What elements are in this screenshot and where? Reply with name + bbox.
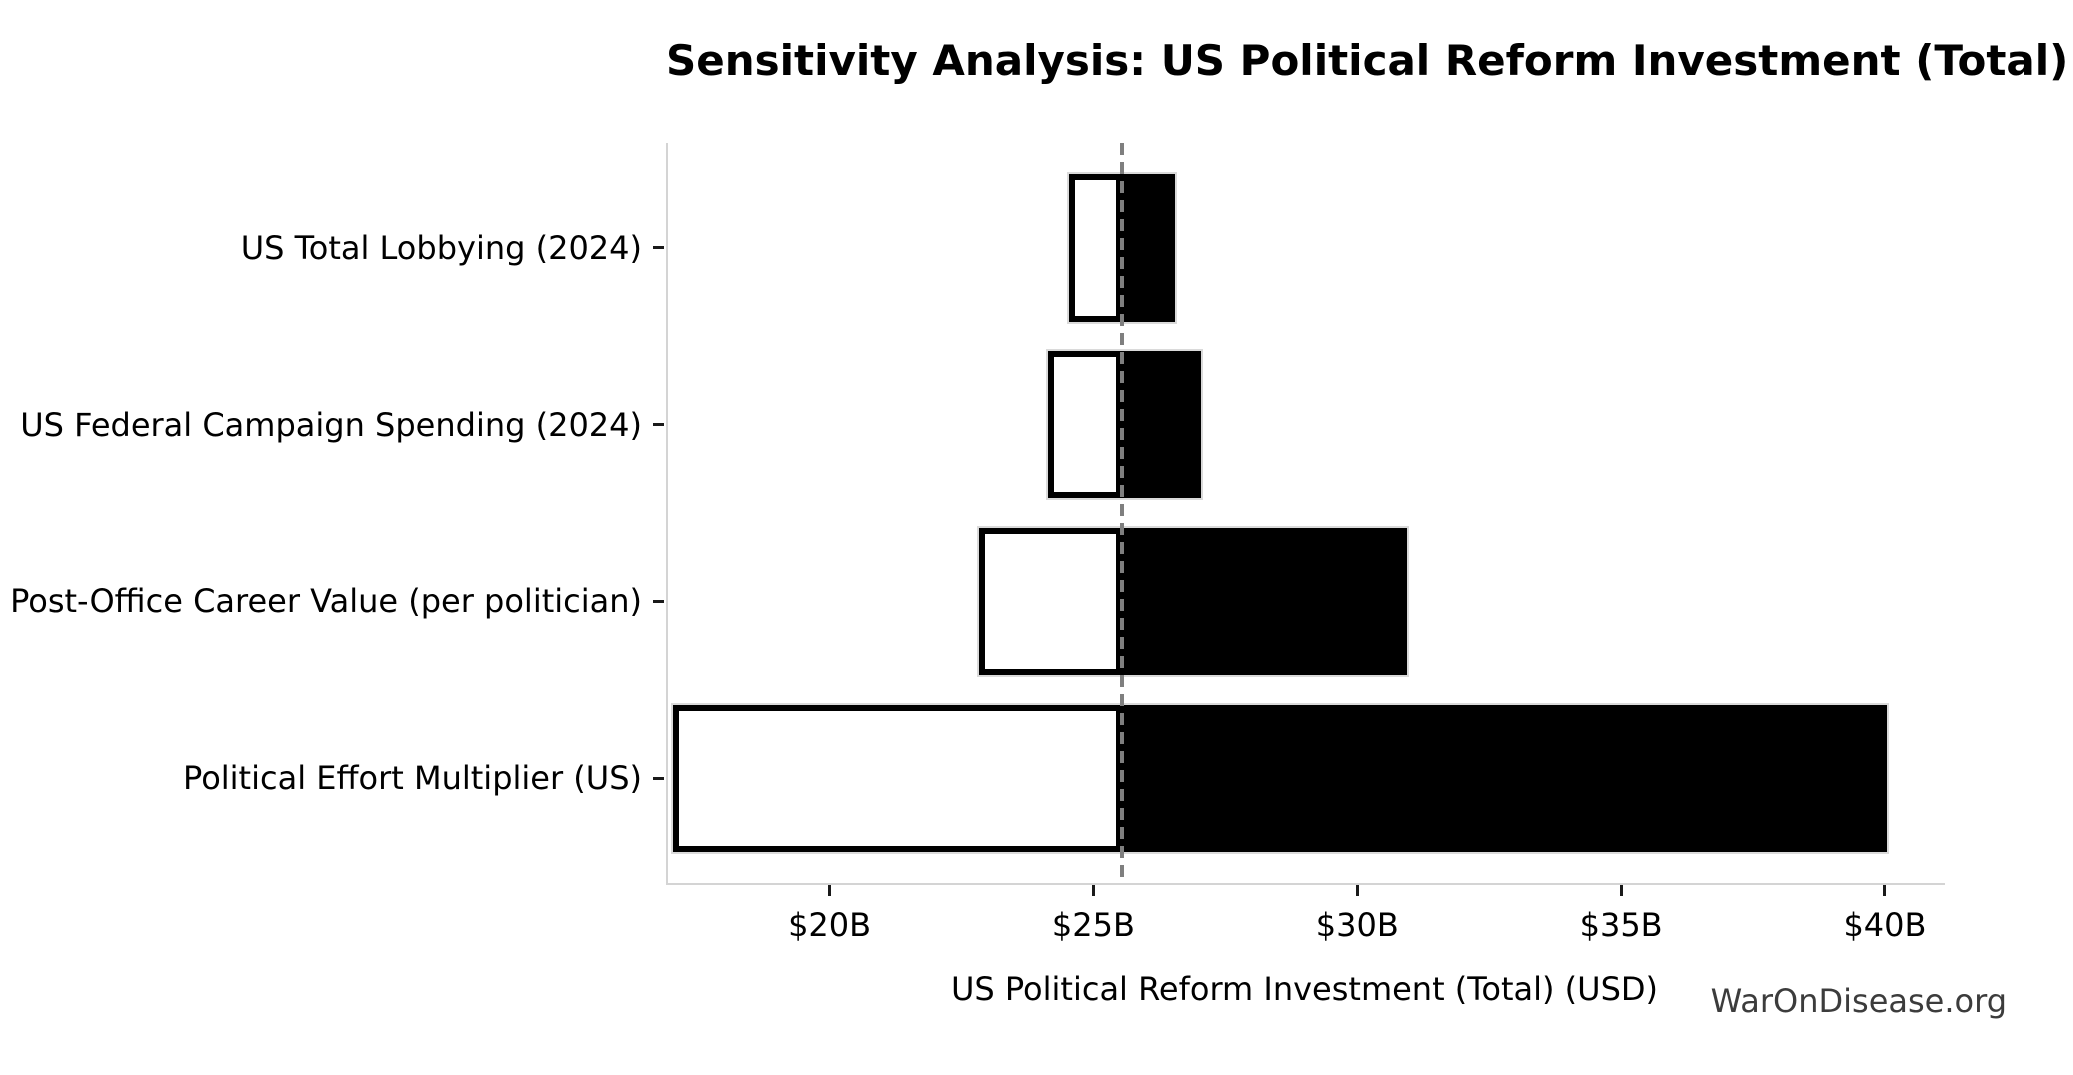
x-axis-label: US Political Reform Investment (Total) (…: [950, 970, 1659, 1008]
y-tick-label: US Total Lobbying (2024): [240, 228, 642, 267]
low-value-bar: [673, 704, 1122, 852]
x-tick-label: $40B: [1843, 906, 1927, 944]
y-tick-mark: [653, 423, 664, 427]
watermark: WarOnDisease.org: [1710, 982, 2007, 1020]
chart-title: Sensitivity Analysis: US Political Refor…: [666, 36, 2069, 85]
high-value-bar: [1121, 704, 1887, 852]
low-value-bar: [979, 527, 1122, 676]
plot-area: [666, 143, 1945, 885]
tornado-bar-row: [671, 702, 1889, 854]
x-tick-label: $20B: [788, 906, 872, 944]
x-tick-mark: [1355, 885, 1359, 896]
tornado-bar-row: [977, 525, 1409, 678]
low-value-bar: [1069, 174, 1122, 322]
high-value-bar: [1121, 174, 1175, 322]
x-tick-label: $25B: [1051, 906, 1135, 944]
y-tick-mark: [653, 246, 664, 250]
tornado-bar-row: [1067, 172, 1177, 324]
y-tick-label: Post-Office Career Value (per politician…: [10, 582, 642, 621]
high-value-bar: [1121, 350, 1201, 499]
x-tick-mark: [1091, 885, 1095, 896]
x-tick-mark: [1619, 885, 1623, 896]
x-tick-label: $35B: [1579, 906, 1663, 944]
y-tick-label: US Federal Campaign Spending (2024): [20, 405, 642, 444]
y-tick-mark: [653, 776, 664, 780]
low-value-bar: [1047, 350, 1122, 499]
y-tick-label: Political Effort Multiplier (US): [183, 759, 642, 798]
x-tick-label: $30B: [1315, 906, 1399, 944]
x-tick-mark: [1883, 885, 1887, 896]
y-tick-mark: [653, 599, 664, 603]
baseline-dashed-line: [1119, 143, 1124, 883]
tornado-bar-row: [1045, 348, 1203, 501]
x-tick-mark: [828, 885, 832, 896]
high-value-bar: [1121, 527, 1407, 676]
